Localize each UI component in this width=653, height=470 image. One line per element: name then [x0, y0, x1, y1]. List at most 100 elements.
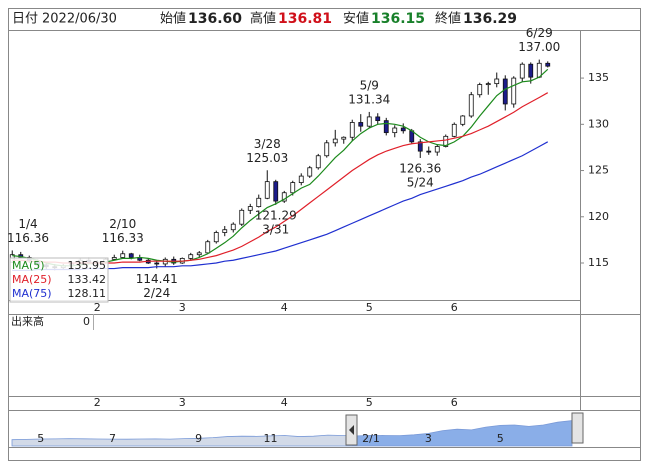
header-label: 高値 [250, 11, 276, 27]
candle-body [519, 63, 525, 79]
candle-body [485, 83, 491, 86]
legend-name: MA(75) [12, 287, 52, 300]
annotation-value: 137.00 [518, 40, 560, 54]
x-tick-label: 5 [366, 396, 373, 409]
legend-value: 135.95 [68, 259, 107, 272]
annotation-date: 6/29 [526, 26, 553, 40]
handle-arrow [349, 425, 354, 435]
candle-body [494, 78, 500, 85]
annotation-value: 125.03 [246, 151, 288, 165]
candle-body [222, 229, 228, 233]
candle-body [230, 223, 236, 231]
candle-body [528, 63, 534, 78]
candle-body [196, 252, 202, 256]
candle-body [315, 155, 321, 169]
x-tick-label: 3 [179, 301, 186, 314]
navigator-label: 5 [37, 432, 44, 445]
navigator-label: 9 [195, 432, 202, 445]
candle-body [349, 122, 355, 138]
navigator-label: 7 [109, 432, 116, 445]
annotation-date: 2/10 [109, 217, 136, 231]
candle-body [154, 262, 160, 265]
y-tick-label: 135 [588, 71, 609, 84]
navigator-label: 11 [263, 432, 277, 445]
candle-body [324, 142, 330, 157]
x-tick-label: 4 [281, 301, 288, 314]
candle-body [205, 241, 211, 254]
candle-body [545, 62, 551, 67]
candle-body [188, 254, 194, 259]
x-tick-label: 2 [94, 301, 101, 314]
candle-body [434, 146, 440, 153]
candle-body [477, 84, 483, 96]
candle-body [273, 181, 279, 202]
header-label: 安値 [343, 11, 369, 27]
candle-body [264, 181, 270, 199]
candle-body [443, 135, 449, 147]
annotation-date: 1/4 [18, 217, 37, 231]
candle-body [120, 253, 126, 258]
annotation-date: 3/28 [254, 137, 281, 151]
candle-body [417, 141, 423, 152]
candle-body [213, 232, 219, 243]
navigator-label: 5 [497, 432, 504, 445]
header-label: 終値 [435, 11, 461, 27]
candle-body [247, 206, 253, 211]
y-tick-label: 130 [588, 117, 609, 130]
annotation-value: 126.36 [399, 161, 441, 175]
header-value: 136.29 [463, 11, 517, 27]
y-tick-label: 115 [588, 256, 609, 269]
x-tick-label: 2 [94, 396, 101, 409]
candle-body [400, 127, 406, 132]
header-value: 136.81 [278, 11, 332, 27]
date: 2022/06/30 [42, 12, 117, 27]
candle-body [281, 192, 287, 202]
annotation-date: 2/24 [143, 286, 170, 300]
candle-body [307, 167, 313, 177]
candle-body [426, 150, 432, 153]
candle-body [298, 175, 304, 183]
x-tick-label: 5 [366, 301, 373, 314]
x-tick-label: 6 [451, 396, 458, 409]
annotation-value: 131.34 [348, 92, 390, 106]
navigator-handle[interactable] [571, 412, 584, 444]
candle-body [111, 257, 117, 260]
candle-body [460, 115, 466, 125]
candle-body [256, 197, 262, 208]
candle-body [358, 122, 364, 127]
candle-body [468, 94, 474, 117]
candle-body [332, 138, 338, 144]
legend-name: MA(5) [12, 259, 45, 272]
volume-label: 出来高 [11, 314, 44, 328]
annotation-value: 116.33 [102, 231, 144, 245]
annotation-value: 121.29 [255, 208, 297, 222]
annotation-date: 3/31 [262, 222, 289, 236]
candle-body [383, 120, 389, 134]
candle-body [128, 253, 134, 258]
candle-body [451, 123, 457, 137]
candle-body [290, 182, 296, 194]
candle-body [502, 78, 508, 105]
legend-value: 133.42 [68, 273, 107, 286]
candle-body [341, 136, 347, 140]
legend-box [9, 257, 109, 303]
candle-body [392, 127, 398, 134]
x-tick-label: 4 [281, 396, 288, 409]
candle-body [375, 116, 381, 122]
legend-name: MA(25) [12, 273, 52, 286]
annotation-value: 114.41 [136, 272, 178, 286]
navigator-label: 3 [425, 432, 432, 445]
annotation-date: 5/24 [407, 175, 434, 189]
navigator-area [11, 420, 573, 447]
annotation-value: 116.36 [7, 231, 49, 245]
candle-body [366, 116, 372, 127]
candle-body [511, 77, 517, 105]
volume-value: 0 [83, 315, 90, 328]
header-value: 136.60 [188, 11, 242, 27]
annotation-date: 5/9 [360, 78, 379, 92]
candle-body [239, 209, 245, 225]
legend-value: 128.11 [68, 287, 107, 300]
x-tick-label: 6 [451, 301, 458, 314]
header-value: 136.15 [371, 11, 425, 27]
